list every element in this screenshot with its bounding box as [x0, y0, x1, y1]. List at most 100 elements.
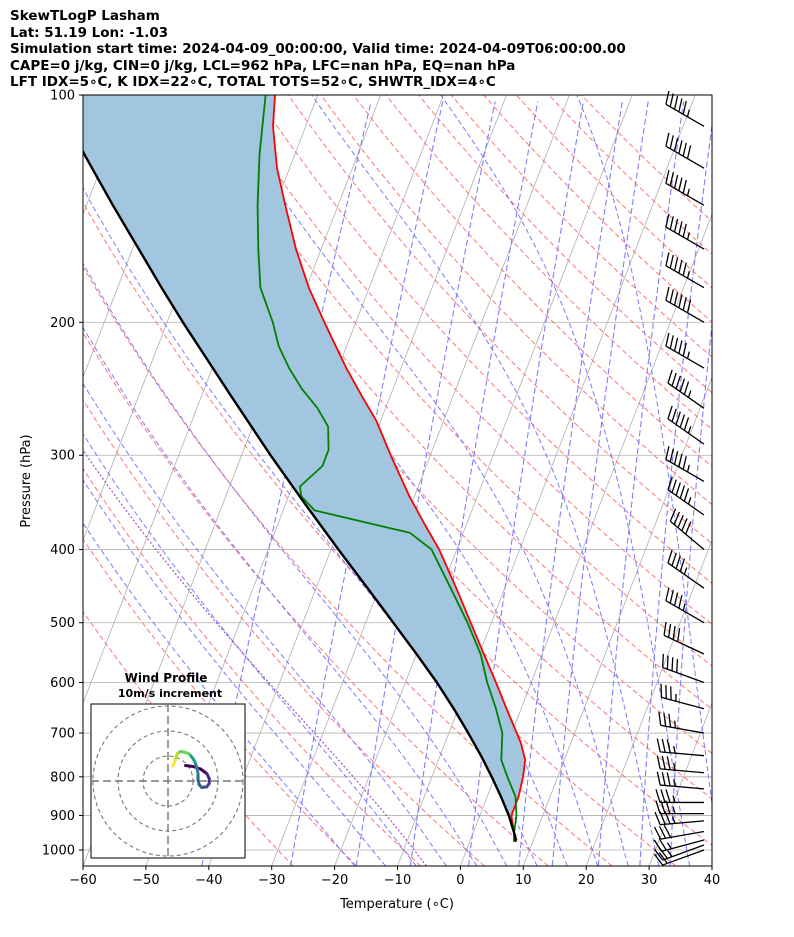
- barb-feather: [665, 587, 670, 601]
- barb-feather: [653, 826, 662, 840]
- barb-half-feather: [686, 271, 690, 279]
- axes: −60 −50 −40 −30 −20 −10 0 10 20 30 40 100 200 300 400 5…: [42, 89, 720, 889]
- isotherm-line: [648, 701, 712, 866]
- barb-feather: [669, 216, 674, 230]
- barb-feather: [683, 417, 690, 431]
- barb-staff: [663, 634, 705, 655]
- barb-feather: [667, 405, 673, 420]
- mixing-ratio-line: [639, 121, 712, 866]
- barb-feather: [663, 824, 672, 838]
- barb-feather: [673, 257, 679, 271]
- barb-staff: [661, 839, 705, 853]
- wind-barb: [669, 508, 705, 551]
- barb-feather: [675, 375, 681, 390]
- isotherm-line: [711, 864, 712, 866]
- barb-feather: [669, 448, 674, 463]
- cin-shading: [83, 95, 526, 842]
- barb-feather: [673, 592, 679, 606]
- mixing-ratio-line: [551, 101, 649, 866]
- barb-feather: [669, 172, 674, 186]
- dry-adiabat: [83, 538, 358, 866]
- wind-barb: [656, 755, 705, 774]
- y-tick-label: 400: [50, 543, 75, 558]
- barb-feather: [662, 653, 664, 668]
- barb-feather: [658, 825, 667, 839]
- barb-feather: [658, 852, 668, 864]
- barb-feather: [675, 411, 681, 425]
- barb-half-feather: [673, 779, 676, 787]
- dry-adiabat: [83, 467, 422, 866]
- barb-feather: [665, 132, 670, 147]
- isotherm-line: [585, 539, 712, 866]
- y-tick-label: 600: [50, 676, 75, 691]
- y-tick-label: 300: [50, 449, 75, 464]
- barb-feather: [682, 142, 687, 157]
- barb-feather: [668, 713, 672, 728]
- barb-staff: [665, 103, 705, 127]
- barb-feather: [678, 340, 683, 354]
- wind-barb: [660, 683, 705, 710]
- y-axis-label: Pressure (hPa): [19, 434, 34, 527]
- x-tick-label: −30: [258, 873, 285, 888]
- y-tick-label: 200: [50, 316, 75, 331]
- barb-staff: [661, 696, 705, 710]
- y-tick-label: 800: [50, 770, 75, 785]
- barb-feather: [656, 755, 661, 770]
- moist-adiabat: [311, 95, 660, 866]
- barb-feather: [668, 623, 672, 638]
- moist-adiabat: [83, 479, 386, 866]
- hodograph-plot-area: [91, 704, 245, 858]
- x-tick-label: −60: [69, 873, 96, 888]
- barb-staff: [665, 299, 705, 323]
- barb-half-feather: [673, 762, 676, 771]
- barb-feather: [675, 482, 681, 496]
- barb-feather: [682, 100, 687, 115]
- barb-feather: [665, 252, 670, 266]
- barb-half-feather: [674, 720, 677, 729]
- barb-feather: [683, 381, 690, 395]
- wind-barb: [665, 332, 705, 369]
- barb-staff: [660, 768, 705, 774]
- barb-feather: [679, 414, 686, 428]
- barb-staff: [660, 830, 705, 840]
- dry-adiabat: [83, 399, 485, 866]
- wind-barb: [653, 824, 705, 840]
- barb-feather: [661, 772, 666, 786]
- isotherm-line: [775, 95, 794, 866]
- barb-feather: [679, 485, 686, 499]
- barb-feather: [673, 218, 679, 233]
- barb-feather: [667, 369, 673, 384]
- barb-feather: [682, 179, 687, 194]
- station-title: SkewTLogP Lasham: [10, 8, 160, 24]
- barb-feather: [673, 511, 681, 525]
- barb-staff: [667, 382, 705, 409]
- mixing-ratio-line: [467, 101, 584, 866]
- barb-feather: [658, 838, 667, 851]
- x-tick-label: 40: [704, 873, 721, 888]
- barb-feather: [677, 514, 684, 528]
- dry-adiabat: [83, 265, 613, 866]
- y-tick-label: 500: [50, 616, 75, 631]
- barb-feather: [671, 657, 674, 671]
- isotherm-line: [271, 95, 570, 866]
- barb-feather: [678, 177, 683, 191]
- dry-adiabat: [287, 95, 712, 545]
- barb-feather: [678, 221, 683, 235]
- moist-adiabat: [576, 95, 712, 808]
- barb-feather: [673, 174, 679, 189]
- ice-reference-line: [83, 449, 427, 866]
- y-tick-label: 100: [50, 89, 75, 104]
- barb-feather: [667, 549, 673, 564]
- wind-barb: [655, 789, 704, 804]
- x-tick-label: 30: [641, 873, 658, 888]
- barb-feather: [666, 655, 669, 670]
- wind-barb: [656, 771, 705, 790]
- barb-staff: [665, 345, 705, 369]
- barb-feather: [665, 169, 670, 184]
- barb-half-feather: [686, 464, 690, 473]
- wind-barb: [662, 653, 705, 684]
- simulation-time: Simulation start time: 2024-04-09_00:00:…: [10, 41, 626, 57]
- barb-feather: [682, 342, 687, 357]
- barb-staff: [669, 520, 705, 551]
- barb-feather: [673, 337, 679, 352]
